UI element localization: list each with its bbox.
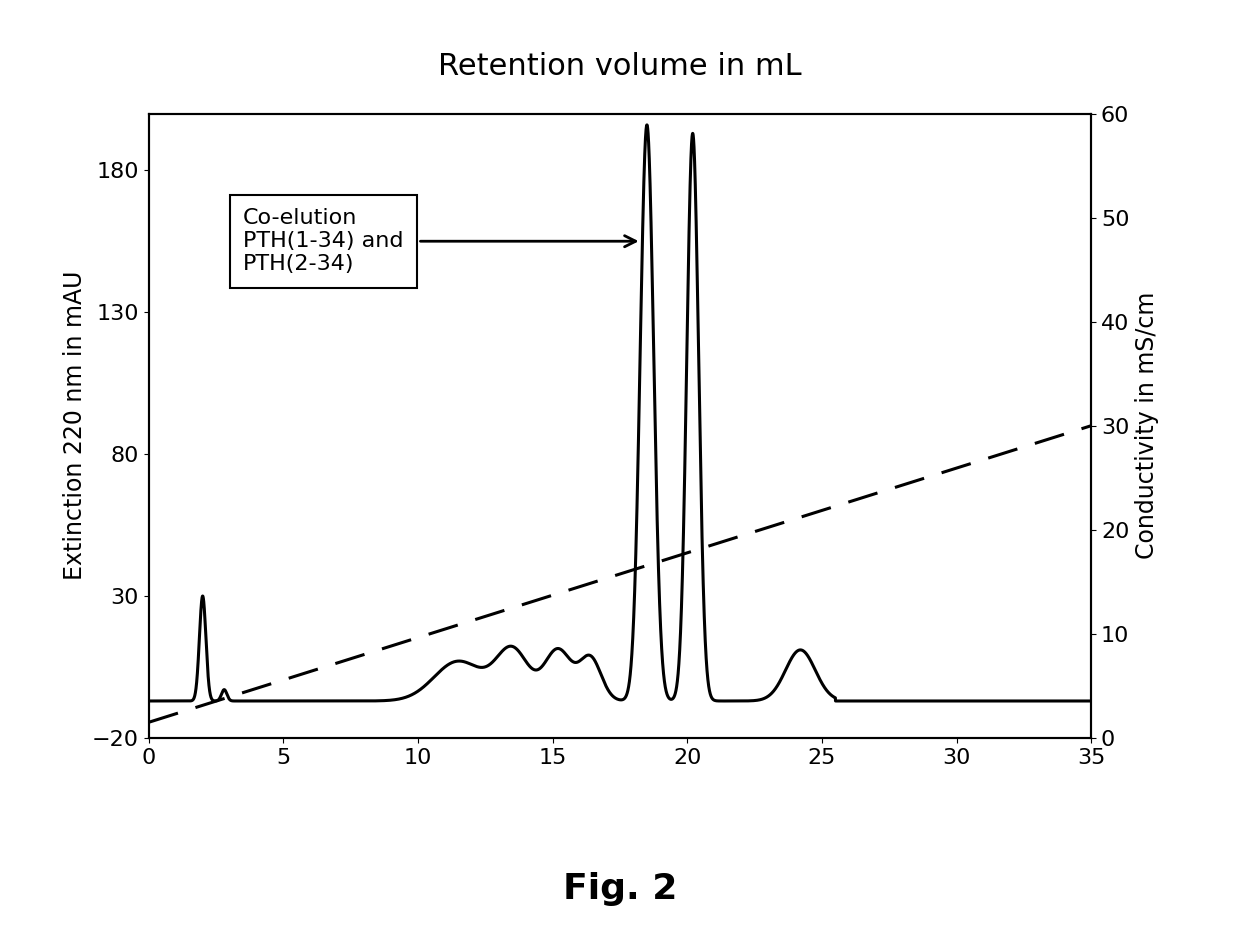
Text: Retention volume in mL: Retention volume in mL (438, 52, 802, 80)
Text: Co-elution
PTH(1-34) and
PTH(2-34): Co-elution PTH(1-34) and PTH(2-34) (243, 208, 636, 274)
Y-axis label: Conductivity in mS/cm: Conductivity in mS/cm (1135, 292, 1159, 559)
Y-axis label: Extinction 220 nm in mAU: Extinction 220 nm in mAU (62, 271, 87, 581)
Text: Fig. 2: Fig. 2 (563, 872, 677, 906)
